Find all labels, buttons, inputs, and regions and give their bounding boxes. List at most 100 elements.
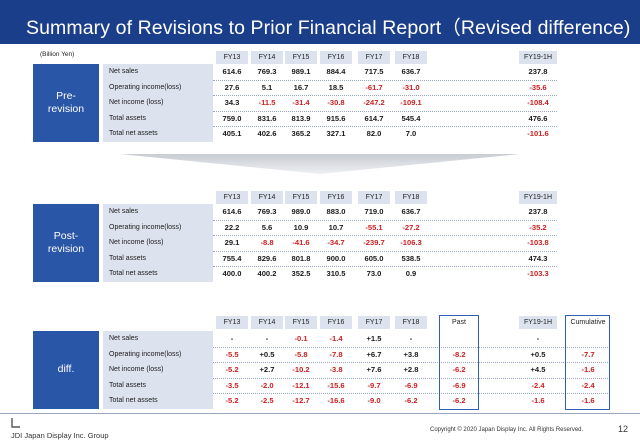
value-cell: 538.5 bbox=[401, 253, 421, 263]
section-label: Pre- revision bbox=[33, 64, 99, 142]
fy19-1h-cell: +4.5 bbox=[530, 365, 546, 374]
value-cell: 18.5 bbox=[328, 82, 344, 92]
column-header-fy19-1h: FY19-1H bbox=[519, 51, 557, 64]
value-cell: 400.0 bbox=[222, 269, 242, 278]
value-cell: -5.2 bbox=[225, 365, 239, 374]
value-cell: 82.0 bbox=[366, 129, 382, 138]
fy19-1h-cell: -2.4 bbox=[531, 380, 545, 390]
row-divider bbox=[213, 235, 557, 236]
value-cell: 7.0 bbox=[405, 129, 417, 138]
value-cell: -7.8 bbox=[329, 349, 343, 359]
value-cell: 829.6 bbox=[257, 253, 277, 263]
value-cell: -0.1 bbox=[294, 334, 308, 343]
value-cell: 605.0 bbox=[364, 253, 384, 263]
value-cell: -8.8 bbox=[260, 238, 274, 247]
row-label: Net sales bbox=[109, 208, 139, 215]
row-divider bbox=[213, 219, 557, 221]
page-number: 12 bbox=[618, 424, 629, 434]
value-cell: 16.7 bbox=[293, 82, 309, 92]
value-cell: 769.3 bbox=[257, 67, 277, 76]
value-cell: +2.8 bbox=[403, 365, 419, 374]
value-cell: 717.5 bbox=[364, 67, 384, 76]
value-cell: 310.5 bbox=[326, 269, 346, 278]
page-title: Summary of Revisions to Prior Financial … bbox=[26, 17, 631, 39]
section-label: Post- revision bbox=[33, 204, 99, 282]
column-header: FY13 bbox=[216, 191, 248, 204]
row-divider bbox=[213, 393, 610, 394]
value-cell: 29.1 bbox=[224, 238, 240, 247]
value-cell: - bbox=[409, 334, 413, 343]
value-cell: 327.1 bbox=[326, 129, 346, 138]
value-cell: -11.5 bbox=[258, 98, 276, 107]
value-cell: 27.6 bbox=[224, 82, 240, 92]
value-cell: 769.3 bbox=[257, 207, 277, 216]
row-divider bbox=[213, 250, 557, 252]
company-name: JDI Japan Display Inc. Group bbox=[11, 431, 109, 440]
value-cell: 545.4 bbox=[401, 113, 421, 123]
row-label: Total assets bbox=[109, 254, 146, 262]
column-header: FY18 bbox=[395, 51, 427, 64]
value-cell: -5.5 bbox=[225, 349, 239, 359]
value-cell: -5.8 bbox=[294, 349, 308, 359]
value-cell: 22.2 bbox=[224, 222, 240, 232]
value-cell: -55.1 bbox=[365, 222, 383, 232]
column-header: FY15 bbox=[285, 51, 317, 64]
cumulative-cell: -1.6 bbox=[581, 365, 595, 374]
row-divider bbox=[213, 377, 610, 379]
value-cell: -5.2 bbox=[225, 396, 239, 405]
value-cell: -3.5 bbox=[225, 380, 239, 390]
fy19-1h-cell: 237.8 bbox=[528, 67, 548, 76]
value-cell: 989.1 bbox=[291, 67, 311, 76]
row-label: Net income (loss) bbox=[109, 239, 164, 246]
column-header-fy19-1h: FY19-1H bbox=[519, 191, 557, 204]
fy19-1h-cell: 237.8 bbox=[528, 207, 548, 216]
column-header: FY17 bbox=[358, 316, 390, 329]
fy19-1h-cell: 474.3 bbox=[528, 253, 548, 263]
column-header: FY18 bbox=[395, 316, 427, 329]
row-label: Net income (loss) bbox=[109, 366, 164, 373]
row-label: Total assets bbox=[109, 114, 146, 122]
column-header: FY17 bbox=[358, 51, 390, 64]
value-cell: -12.1 bbox=[292, 380, 310, 390]
column-header: FY14 bbox=[251, 191, 283, 204]
row-divider bbox=[213, 266, 557, 267]
value-cell: 900.0 bbox=[326, 253, 346, 263]
row-divider bbox=[213, 95, 557, 96]
row-label: Total net assets bbox=[109, 397, 158, 404]
row-label-column bbox=[103, 64, 213, 142]
column-header-past: Past bbox=[451, 319, 466, 326]
value-cell: 73.0 bbox=[366, 269, 382, 278]
value-cell: +1.5 bbox=[366, 334, 382, 343]
value-cell: -16.6 bbox=[327, 396, 345, 405]
fy19-1h-cell: - bbox=[536, 334, 540, 343]
column-header: FY13 bbox=[216, 316, 248, 329]
value-cell: 5.6 bbox=[261, 222, 273, 232]
past-cell: -6.2 bbox=[452, 365, 466, 374]
value-cell: +6.7 bbox=[366, 349, 382, 359]
cumulative-cell: -1.6 bbox=[581, 396, 595, 405]
row-divider bbox=[213, 110, 557, 112]
value-cell: 636.7 bbox=[401, 207, 421, 216]
value-cell: +0.5 bbox=[259, 349, 275, 359]
row-label: Total net assets bbox=[109, 270, 158, 277]
value-cell: 759.0 bbox=[222, 113, 242, 123]
value-cell: 755.4 bbox=[222, 253, 242, 263]
column-header: FY16 bbox=[320, 191, 352, 204]
fy19-1h-cell: -101.6 bbox=[527, 129, 549, 138]
value-cell: 10.7 bbox=[328, 222, 344, 232]
value-cell: -2.5 bbox=[260, 396, 274, 405]
value-cell: -15.6 bbox=[327, 380, 345, 390]
fy19-1h-cell: -103.3 bbox=[527, 269, 549, 278]
fy19-1h-cell: -1.6 bbox=[531, 396, 545, 405]
column-header: FY14 bbox=[251, 316, 283, 329]
value-cell: 801.8 bbox=[291, 253, 311, 263]
value-cell: 400.2 bbox=[257, 269, 277, 278]
value-cell: 365.2 bbox=[291, 129, 311, 138]
row-label: Total assets bbox=[109, 381, 146, 389]
value-cell: -6.9 bbox=[404, 380, 418, 390]
column-header: FY16 bbox=[320, 51, 352, 64]
row-divider bbox=[213, 79, 557, 81]
value-cell: 614.7 bbox=[364, 113, 384, 123]
row-label-column bbox=[103, 204, 213, 282]
value-cell: 636.7 bbox=[401, 67, 421, 76]
